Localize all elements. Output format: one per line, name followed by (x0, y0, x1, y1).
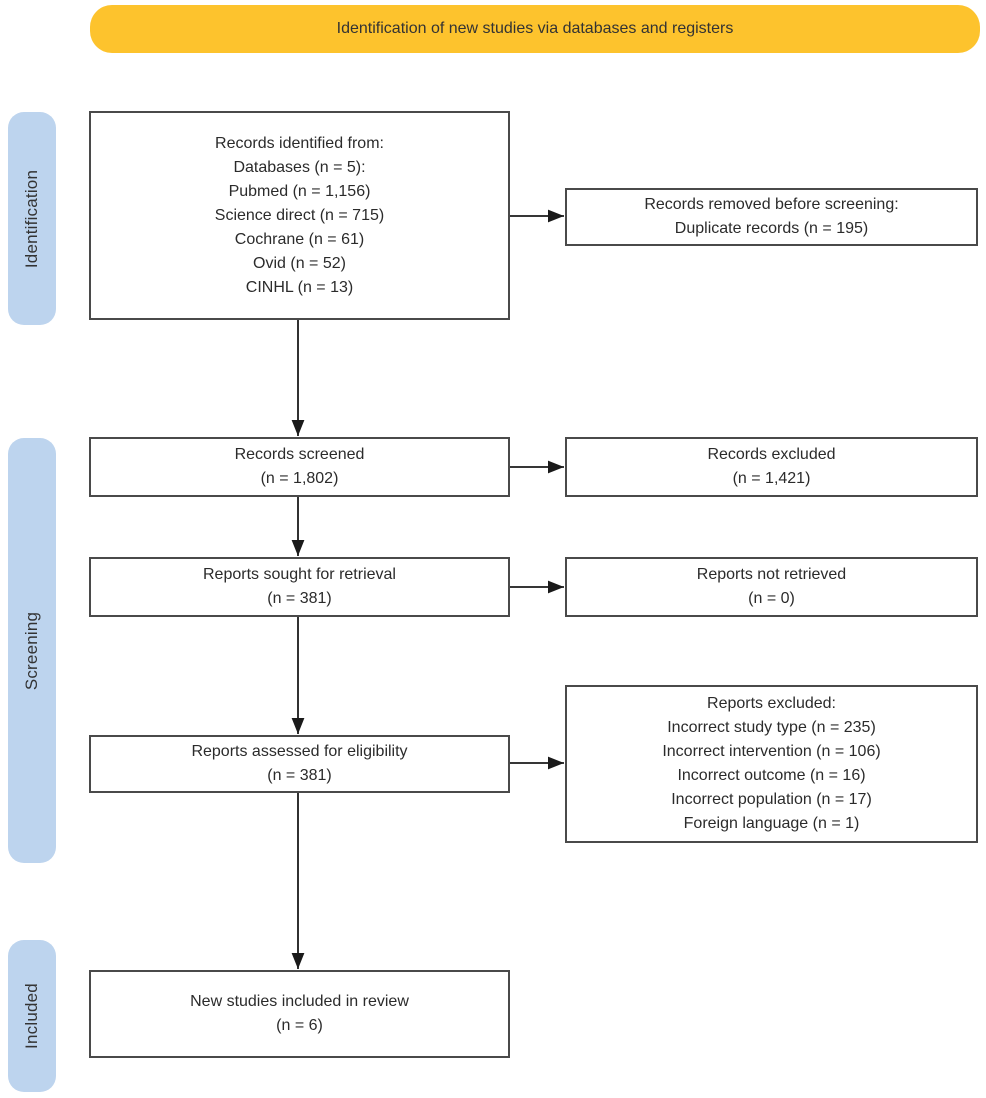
box-text-line: Pubmed (n = 1,156) (228, 182, 371, 200)
box-records-removed-before-screening: Records removed before screening: Duplica… (565, 188, 978, 246)
box-text-line: Incorrect intervention (n = 106) (662, 743, 881, 760)
box-text-line: Records screened (234, 446, 365, 463)
box-new-studies-included: New studies included in review (n = 6) (89, 970, 510, 1058)
box-records-screened: Records screened (n = 1,802) (89, 437, 510, 497)
box-text-line: (n = 1,421) (732, 470, 811, 487)
box-text-line: Ovid (n = 52) (253, 254, 346, 272)
box-text-line: Reports sought for retrieval (203, 566, 396, 583)
box-text-line: CINHL (n = 13) (245, 278, 354, 296)
stage-label-included-text: Included (22, 983, 41, 1049)
box-text-line: Incorrect outcome (n = 16) (677, 767, 866, 784)
box-text-line: New studies included in review (190, 993, 409, 1010)
box-reports-not-retrieved: Reports not retrieved (n = 0) (565, 557, 978, 617)
box-text-line: Cochrane (n = 61) (234, 230, 365, 248)
box-text-line: Records excluded (707, 446, 836, 463)
stage-label-identification-text: Identification (22, 169, 42, 268)
box-text-line: Reports not retrieved (696, 566, 847, 583)
box-records-identified: Records identified from: Databases (n = 5… (89, 111, 510, 320)
stage-label-included: Included (8, 940, 56, 1092)
box-text-line: Databases (n = 5): (233, 158, 366, 176)
box-text-line: (n = 381) (267, 590, 332, 607)
box-text-line: Incorrect study type (n = 235) (667, 719, 876, 736)
stage-label-identification: Identification (8, 112, 56, 325)
box-text-line: (n = 381) (267, 767, 332, 784)
box-records-excluded: Records excluded (n = 1,421) (565, 437, 978, 497)
box-text-line: Incorrect population (n = 17) (671, 791, 872, 808)
banner-label: Identification of new studies via databa… (336, 20, 734, 37)
box-text-line: (n = 1,802) (260, 470, 339, 487)
banner-identification-via-databases: Identification of new studies via databa… (90, 5, 980, 53)
box-text-line: Duplicate records (n = 195) (674, 220, 869, 237)
stage-label-screening: Screening (8, 438, 56, 863)
box-text-line: Science direct (n = 715) (214, 206, 385, 224)
box-text-line: Records identified from: (215, 134, 384, 152)
box-reports-sought-for-retrieval: Reports sought for retrieval (n = 381) (89, 557, 510, 617)
box-text-line: Reports assessed for eligibility (191, 743, 408, 760)
box-text-line: (n = 0) (748, 590, 795, 607)
stage-label-screening-text: Screening (22, 611, 42, 690)
box-text-line: Foreign language (n = 1) (683, 815, 860, 832)
box-reports-excluded: Reports excluded: Incorrect study type (n… (565, 685, 978, 843)
box-text-line: Records removed before screening: (644, 196, 899, 213)
box-text-line: Reports excluded: (707, 695, 836, 712)
box-reports-assessed-for-eligibility: Reports assessed for eligibility (n = 381… (89, 735, 510, 793)
box-text-line: (n = 6) (276, 1017, 323, 1034)
